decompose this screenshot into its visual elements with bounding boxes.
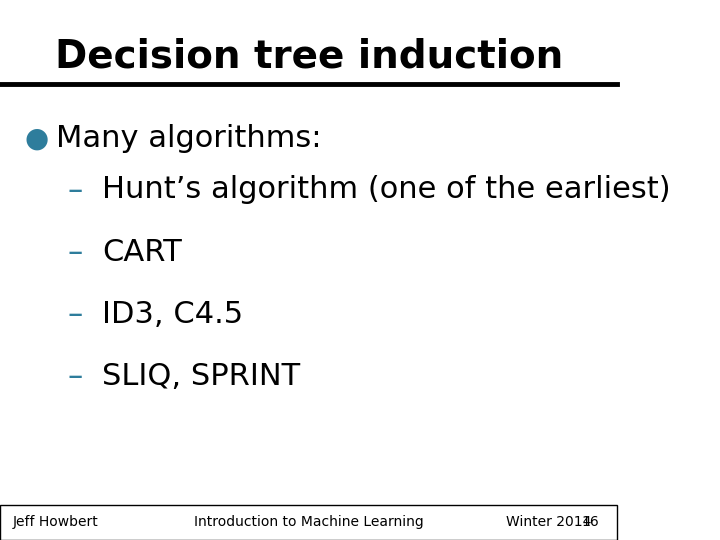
- Text: –: –: [68, 300, 83, 329]
- Text: ●: ●: [24, 124, 49, 152]
- Text: CART: CART: [102, 238, 181, 267]
- FancyBboxPatch shape: [0, 505, 617, 540]
- Text: –: –: [68, 238, 83, 267]
- Text: Hunt’s algorithm (one of the earliest): Hunt’s algorithm (one of the earliest): [102, 176, 670, 205]
- Text: SLIQ, SPRINT: SLIQ, SPRINT: [102, 362, 300, 391]
- Text: 16: 16: [581, 516, 599, 529]
- Text: Many algorithms:: Many algorithms:: [55, 124, 321, 153]
- Text: –: –: [68, 176, 83, 205]
- Text: ID3, C4.5: ID3, C4.5: [102, 300, 243, 329]
- Text: Introduction to Machine Learning: Introduction to Machine Learning: [194, 516, 423, 529]
- Text: Decision tree induction: Decision tree induction: [55, 38, 563, 76]
- Text: Jeff Howbert: Jeff Howbert: [12, 516, 98, 529]
- Text: –: –: [68, 362, 83, 391]
- Text: Winter 2014: Winter 2014: [506, 516, 592, 529]
